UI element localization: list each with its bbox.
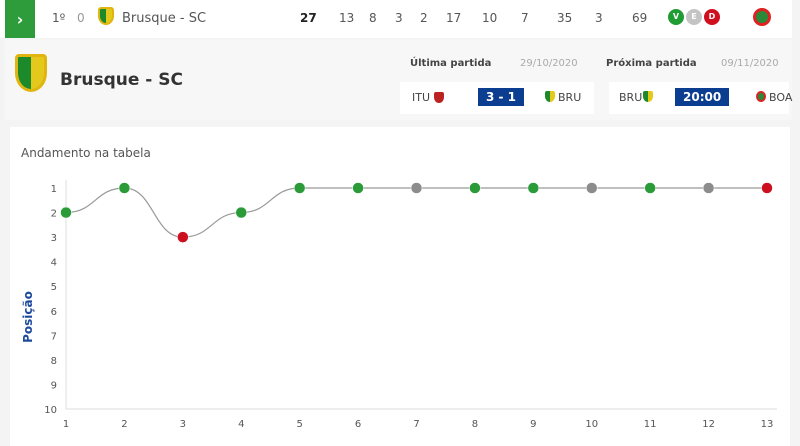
data-point-round-8 xyxy=(469,182,481,194)
stat: 3 xyxy=(395,11,403,25)
away-team: BRU xyxy=(558,91,582,104)
data-point-round-5 xyxy=(293,182,306,194)
position-chart-card: Andamento na tabela Posição 1 2 3 4 5 6 7 8 9 10 1… xyxy=(10,127,790,446)
x-tick-label: 1 xyxy=(63,419,69,430)
x-tick-label: 9 xyxy=(530,419,536,430)
y-tick-label: 10 xyxy=(44,405,57,416)
y-tick-label: 3 xyxy=(51,233,57,244)
next-match-label: Próxima partida xyxy=(606,58,697,69)
away-crest-icon xyxy=(545,91,555,102)
chart-title: Andamento na tabela xyxy=(21,146,151,160)
stat: 10 xyxy=(482,11,498,25)
y-tick-label: 4 xyxy=(51,258,57,269)
y-tick-label: 7 xyxy=(51,331,57,342)
position-variation: 0 xyxy=(77,11,85,25)
data-point-round-11 xyxy=(644,182,656,194)
stat: 35 xyxy=(557,11,573,25)
last-match-box[interactable]: ITU 3 - 1 BRU xyxy=(400,82,594,114)
x-tick-label: 2 xyxy=(121,419,127,430)
next-match-date: 09/11/2020 xyxy=(721,58,779,69)
data-point-round-13 xyxy=(761,182,773,194)
data-point-round-9 xyxy=(527,182,540,194)
ituano-crest-icon xyxy=(434,92,444,103)
x-tick-label: 13 xyxy=(761,419,774,430)
next-match-time: 20:00 xyxy=(675,88,730,106)
y-axis-label: Posição xyxy=(21,291,35,343)
boavista-crest-icon xyxy=(756,91,766,102)
form-win-badge: V xyxy=(668,9,684,25)
team-name[interactable]: Brusque - SC xyxy=(122,11,207,26)
next-opponent-crest-icon xyxy=(753,8,771,26)
stat-points: 27 xyxy=(300,11,317,25)
stat: 2 xyxy=(420,11,428,25)
data-point-round-7 xyxy=(410,182,423,194)
expand-button[interactable]: › xyxy=(5,0,35,38)
data-point-round-10 xyxy=(586,182,598,194)
y-tick-label: 8 xyxy=(51,356,57,367)
stat: 69 xyxy=(632,11,648,25)
series-line xyxy=(65,187,767,238)
last-match-date: 29/10/2020 xyxy=(520,58,578,69)
standings-row[interactable]: › 1º 0 Brusque - SC 27 13 8 3 2 17 10 7 … xyxy=(0,0,792,38)
data-point-round-4 xyxy=(235,206,247,219)
y-tick-label: 1 xyxy=(51,184,57,195)
team-crest-icon xyxy=(15,54,47,92)
x-tick-label: 8 xyxy=(472,419,478,430)
stat: 17 xyxy=(446,11,462,25)
team-title: Brusque - SC xyxy=(60,70,183,90)
home-team: ITU xyxy=(412,91,431,104)
stat: 3 xyxy=(595,11,603,25)
x-tick-label: 12 xyxy=(702,419,715,430)
next-match-box[interactable]: BRU 20:00 BOA xyxy=(609,82,793,114)
y-tick-label: 5 xyxy=(51,282,57,293)
last-match-label: Última partida xyxy=(410,58,492,69)
team-header: Brusque - SC Última partida 29/10/2020 P… xyxy=(5,40,792,120)
x-tick-label: 11 xyxy=(644,419,657,430)
data-point-round-12 xyxy=(702,182,715,194)
x-tick-label: 3 xyxy=(180,419,186,430)
x-tick-label: 5 xyxy=(296,419,302,430)
data-point-round-6 xyxy=(352,182,364,194)
data-point-round-3 xyxy=(177,231,189,243)
home-crest-icon xyxy=(643,91,653,102)
home-team: BRU xyxy=(619,91,643,104)
team-crest-icon xyxy=(98,7,114,25)
away-team: BOA xyxy=(769,91,793,104)
x-tick-label: 7 xyxy=(413,419,419,430)
y-tick-label: 9 xyxy=(51,380,57,391)
stat: 7 xyxy=(521,11,529,25)
form-loss-badge: D xyxy=(704,9,720,25)
x-tick-label: 10 xyxy=(585,419,598,430)
form-draw-badge: E xyxy=(686,9,702,25)
data-point-round-2 xyxy=(118,182,131,194)
position: 1º xyxy=(52,11,66,25)
y-tick-label: 6 xyxy=(51,307,57,318)
x-tick-label: 4 xyxy=(238,419,244,430)
data-point-round-1 xyxy=(60,206,72,219)
stat: 13 xyxy=(339,11,355,25)
x-tick-label: 6 xyxy=(355,419,361,430)
stat: 8 xyxy=(369,11,377,25)
y-tick-label: 2 xyxy=(51,209,57,220)
last-match-score: 3 - 1 xyxy=(478,88,525,106)
